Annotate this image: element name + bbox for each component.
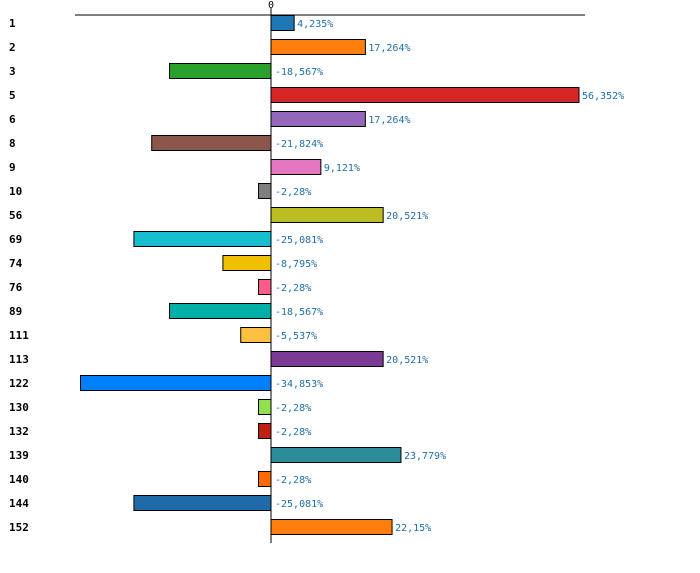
category-label: 111: [9, 329, 29, 342]
value-label: -2,28%: [275, 283, 311, 294]
value-label: 20,521%: [386, 355, 428, 366]
category-label: 140: [9, 473, 29, 486]
category-label: 144: [9, 497, 29, 510]
category-label: 89: [9, 305, 22, 318]
bar: [133, 231, 272, 247]
value-label: 56,352%: [582, 91, 624, 102]
x-tick-label-zero: 0: [268, 0, 274, 11]
bar: [270, 15, 295, 31]
value-label: 9,121%: [324, 163, 360, 174]
bar: [270, 519, 393, 535]
bar: [270, 207, 384, 223]
value-label: 17,264%: [368, 115, 410, 126]
bar: [240, 327, 272, 343]
value-label: -8,795%: [275, 259, 317, 270]
bar: [270, 111, 366, 127]
bar: [222, 255, 272, 271]
category-label: 6: [9, 113, 16, 126]
value-label: -2,28%: [275, 427, 311, 438]
value-label: -25,081%: [275, 235, 323, 246]
category-label: 9: [9, 161, 16, 174]
value-label: 22,15%: [395, 523, 431, 534]
bar: [258, 471, 272, 487]
bar: [169, 303, 272, 319]
value-label: -2,28%: [275, 475, 311, 486]
bar: [270, 159, 322, 175]
category-label: 1: [9, 17, 16, 30]
value-label: -18,567%: [275, 67, 323, 78]
bar: [270, 351, 384, 367]
value-label: 23,779%: [404, 451, 446, 462]
value-label: 20,521%: [386, 211, 428, 222]
value-label: 4,235%: [297, 19, 333, 30]
value-label: -21,824%: [275, 139, 323, 150]
bar: [270, 447, 402, 463]
value-label: -25,081%: [275, 499, 323, 510]
category-label: 132: [9, 425, 29, 438]
bar: [151, 135, 272, 151]
category-label: 74: [9, 257, 23, 270]
bar: [169, 63, 272, 79]
value-label: -34,853%: [275, 379, 323, 390]
bar: [258, 183, 272, 199]
category-label: 122: [9, 377, 29, 390]
category-label: 113: [9, 353, 29, 366]
bars-group: 1 4,235% 2 17,264% 3 -18,567% 5 56,352% 6 17,264%…: [9, 15, 624, 535]
category-label: 3: [9, 65, 16, 78]
category-label: 69: [9, 233, 22, 246]
category-label: 8: [9, 137, 16, 150]
bar: [258, 423, 272, 439]
value-label: -5,537%: [275, 331, 317, 342]
category-label: 139: [9, 449, 29, 462]
value-label: -18,567%: [275, 307, 323, 318]
bar: [133, 495, 272, 511]
category-label: 152: [9, 521, 29, 534]
category-label: 56: [9, 209, 23, 222]
bar: [270, 87, 580, 103]
category-label: 2: [9, 41, 16, 54]
bar: [270, 39, 366, 55]
category-label: 76: [9, 281, 23, 294]
category-label: 130: [9, 401, 29, 414]
value-label: 17,264%: [368, 43, 410, 54]
category-label: 10: [9, 185, 22, 198]
bar: [258, 399, 272, 415]
value-label: -2,28%: [275, 187, 311, 198]
value-label: -2,28%: [275, 403, 311, 414]
bar: [258, 279, 272, 295]
category-label: 5: [9, 89, 16, 102]
bar: [80, 375, 272, 391]
